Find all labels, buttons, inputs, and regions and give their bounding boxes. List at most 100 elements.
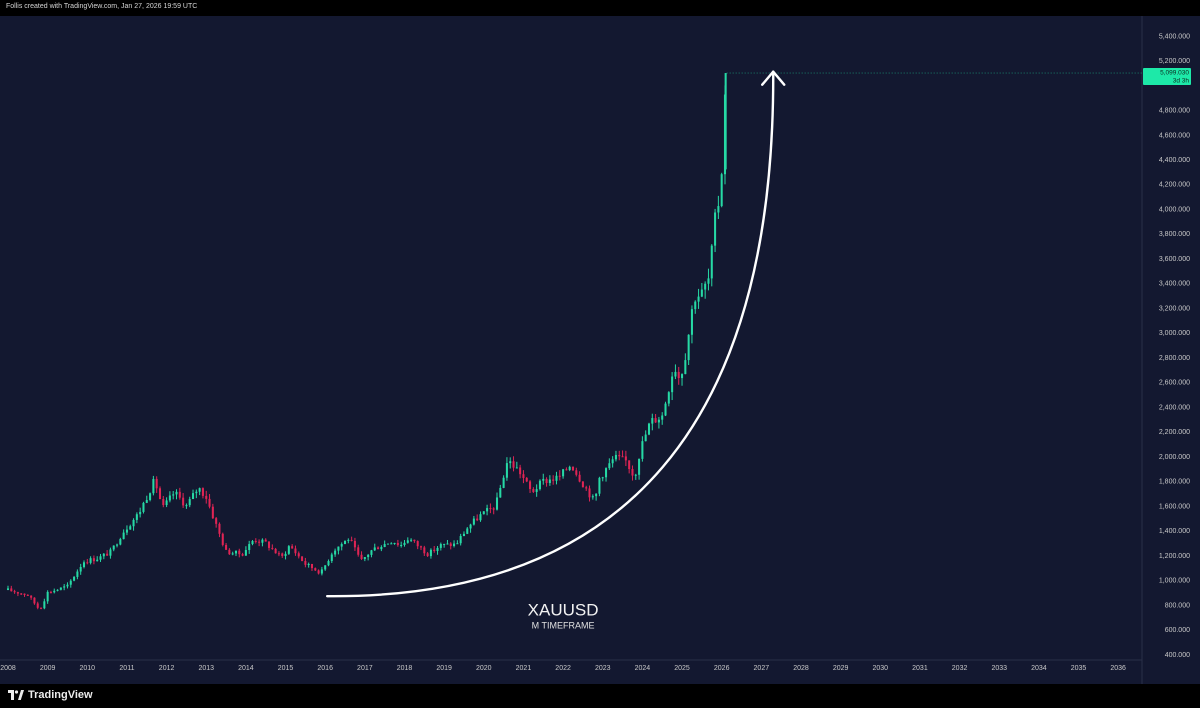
y-tick-label: 4,400.000 (1159, 157, 1190, 164)
candle-body (297, 553, 300, 557)
candle-body (26, 594, 29, 596)
x-tick-label: 2019 (436, 665, 452, 672)
chart-background (0, 16, 1200, 684)
candle-body (66, 584, 69, 587)
y-tick-label: 1,600.000 (1159, 503, 1190, 510)
candle-body (304, 560, 307, 565)
candle-body (618, 454, 621, 457)
x-tick-label: 2029 (833, 665, 849, 672)
candle-body (119, 539, 122, 545)
candle-body (400, 545, 403, 547)
candle-body (102, 553, 105, 557)
candle-body (185, 505, 188, 507)
candle-body (677, 371, 680, 379)
candle-body (512, 461, 515, 468)
candle-body (139, 511, 142, 515)
candle-body (33, 597, 36, 604)
candle-body (671, 376, 674, 393)
candle-body (231, 553, 234, 555)
chart-caption: Follis created with TradingView.com, Jan… (6, 3, 198, 10)
candle-body (598, 477, 601, 494)
candle-body (340, 544, 343, 547)
price-axis[interactable]: 5,400.000 5,200.000 4,800.000 4,600.000 4,40… (1143, 33, 1191, 659)
tradingview-logo[interactable]: TradingView (8, 689, 93, 701)
candle-body (383, 544, 386, 548)
candle-body (628, 460, 631, 470)
candle-body (542, 478, 545, 481)
candle-body (69, 580, 72, 585)
trend-arrow-head (761, 70, 786, 86)
candle-body (449, 543, 452, 546)
last-price-badge (1143, 68, 1191, 86)
candle-body (122, 532, 125, 540)
y-tick-label: 3,400.000 (1159, 281, 1190, 288)
candle-body (492, 508, 495, 510)
candle-body (225, 544, 228, 550)
candle-body (657, 419, 660, 423)
candle-body (178, 491, 181, 498)
candle-body (49, 591, 52, 593)
candle-body (132, 519, 135, 527)
candle-body (647, 423, 651, 435)
candle-body (558, 475, 561, 477)
candle-body (30, 595, 33, 598)
candle-body (152, 478, 155, 494)
candle-body (393, 542, 396, 544)
candle-body (373, 547, 376, 551)
candle-body (436, 547, 439, 552)
candle-body (684, 360, 687, 375)
candle-body (694, 301, 697, 310)
candle-body (215, 518, 218, 524)
candle-body (267, 541, 271, 548)
candle-body (453, 543, 456, 546)
candle-body (644, 434, 647, 442)
candle-body (188, 499, 191, 506)
candle-body (343, 540, 347, 545)
candle-body (96, 559, 99, 562)
candle-body (499, 487, 502, 498)
last-price-countdown: 3d 3h (1173, 78, 1190, 85)
trend-arrow-curve (325, 70, 775, 598)
candle-body (380, 547, 383, 550)
candle-body (36, 603, 39, 608)
time-axis[interactable]: 2008 2009 2010 2011 2012 2013 2014 2015 2016 2017… (0, 665, 1126, 672)
bottom-bar: TradingView (0, 684, 1200, 708)
candle-body (350, 539, 353, 541)
candle-body (109, 549, 112, 556)
top-caption-bar: Follis created with TradingView.com, Jan… (0, 0, 1200, 16)
candle-body (406, 540, 409, 543)
candle-body (129, 526, 132, 530)
candle-body (429, 549, 432, 557)
candle-body (234, 550, 238, 554)
y-tick-label: 800.000 (1165, 602, 1190, 609)
candle-body-last (724, 73, 727, 170)
candle-body (403, 542, 406, 546)
y-tick-label: 2,600.000 (1159, 380, 1190, 387)
chart-area[interactable]: XAUUSD M TIMEFRAME 5,400.000 5,200.000 4,80… (0, 16, 1200, 684)
x-tick-label: 2032 (952, 665, 968, 672)
candle-body (363, 557, 366, 560)
candle-body (79, 567, 82, 572)
x-tick-label: 2034 (1031, 665, 1047, 672)
candle-body (254, 540, 257, 542)
x-tick-label: 2011 (119, 665, 134, 672)
candle-body (505, 463, 508, 478)
candle-body (624, 456, 627, 461)
candle-body (700, 289, 703, 297)
candle-body (605, 468, 608, 478)
y-tick-label: 2,200.000 (1159, 429, 1190, 436)
x-tick-label: 2014 (238, 665, 254, 672)
x-tick-label: 2025 (674, 665, 690, 672)
candle-body (545, 478, 548, 484)
y-tick-label: 3,200.000 (1159, 305, 1190, 312)
candle-body (390, 543, 393, 545)
x-tick-label: 2013 (198, 665, 214, 672)
candle-body (145, 500, 148, 503)
x-tick-label: 2023 (595, 665, 611, 672)
candle-body (631, 469, 634, 476)
candle-body (538, 480, 541, 490)
candle-body (562, 469, 565, 477)
y-tick-label: 2,000.000 (1159, 454, 1190, 461)
candle-body (495, 497, 499, 510)
